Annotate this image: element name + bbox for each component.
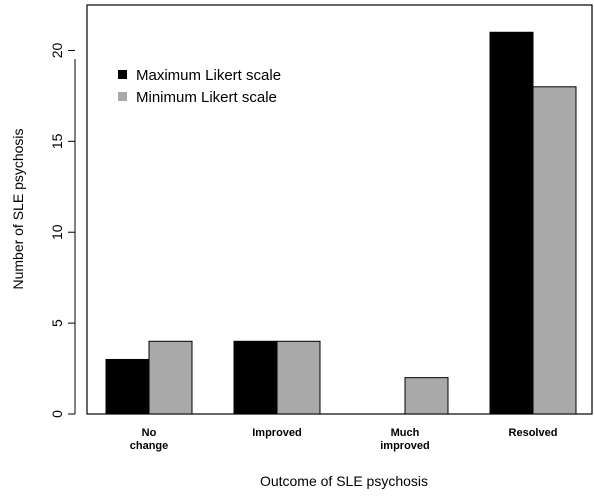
x-category-label: No [142, 427, 157, 439]
bar-min-3 [532, 86, 577, 415]
x-category-label: Resolved [509, 427, 558, 439]
y-tick-label: 5 [49, 319, 65, 327]
legend-label-max: Maximum Likert scale [136, 67, 281, 84]
bar-min-1 [276, 340, 321, 415]
bar-max-0 [105, 358, 150, 415]
legend: Maximum Likert scale Minimum Likert scale [118, 67, 281, 106]
bar-min-2 [404, 377, 449, 415]
x-category-label: improved [380, 440, 430, 452]
x-category-label: Improved [252, 427, 302, 439]
y-tick-label: 0 [49, 410, 65, 418]
x-category-label: change [130, 440, 169, 452]
plot-frame [86, 4, 593, 415]
legend-swatch-max [118, 70, 127, 79]
y-tick-label: 10 [49, 224, 65, 240]
legend-label-min: Minimum Likert scale [136, 89, 277, 106]
y-axis-title: Number of SLE psychosis [10, 128, 26, 289]
x-axis-title: Outcome of SLE psychosis [260, 473, 428, 489]
y-tick-label: 15 [49, 133, 65, 149]
y-tick-label: 20 [49, 42, 65, 58]
bar-min-0 [148, 340, 193, 415]
bar-max-1 [233, 340, 278, 415]
legend-swatch-min [118, 92, 127, 101]
bars-group [105, 31, 577, 415]
y-axis: 0 5 10 15 20 [49, 42, 76, 418]
x-category-label: Much [391, 427, 420, 439]
bar-max-3 [489, 31, 534, 415]
